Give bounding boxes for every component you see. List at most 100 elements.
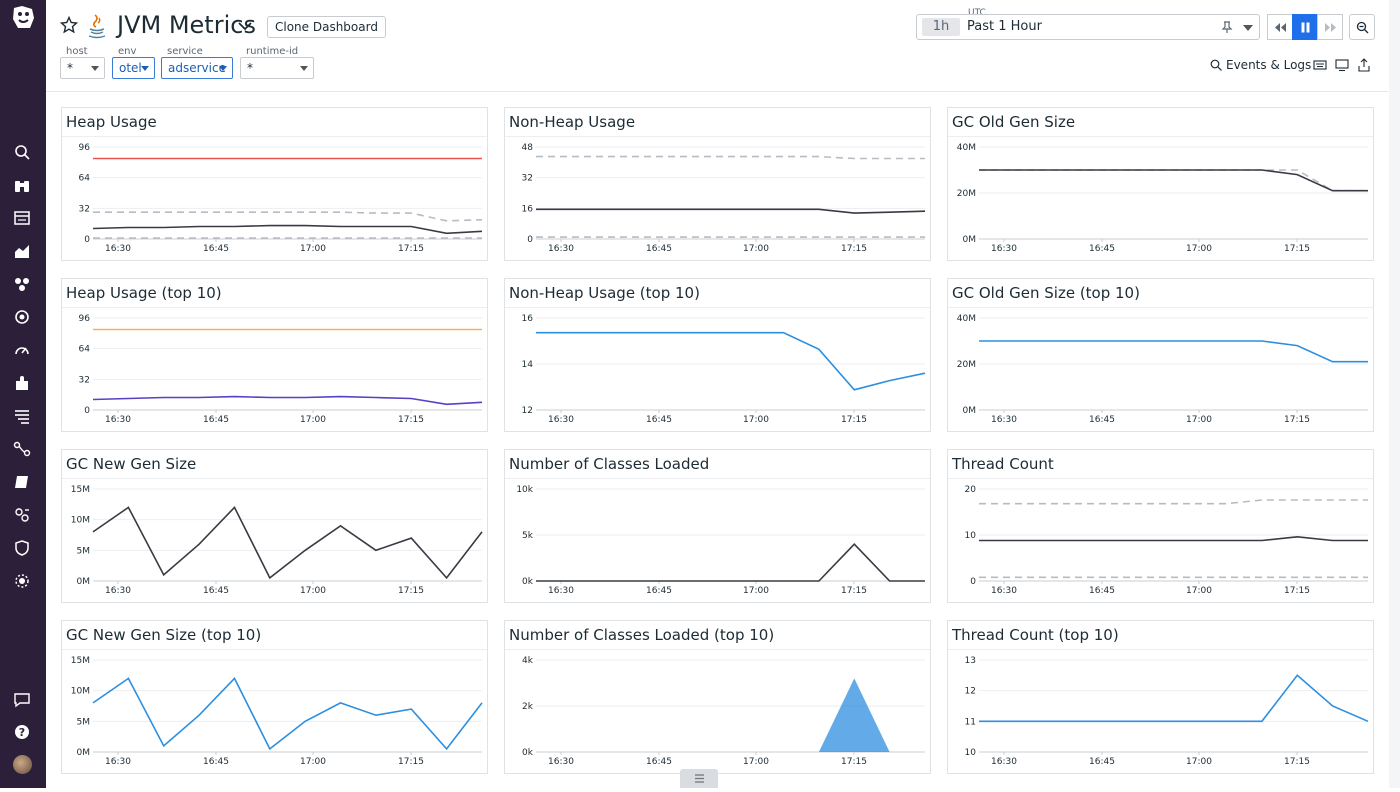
settings-icon[interactable] (13, 572, 31, 590)
widget-chart[interactable]: 10k 5k 0k 16:30 16:45 17:00 17:15 (505, 479, 930, 603)
x-tick-label: 17:15 (1284, 415, 1310, 425)
chevron-down-icon[interactable] (238, 21, 252, 31)
pin-icon[interactable] (1221, 21, 1233, 34)
series-line[interactable] (92, 224, 483, 235)
widget-panel[interactable]: GC Old Gen Size (top 10) 40M 20M 0M 16:30 16:… (947, 278, 1374, 432)
events-logs-toggle[interactable]: Events & Logs (1210, 58, 1311, 72)
template-variable-runtime-id[interactable]: runtime-id * (240, 46, 314, 79)
series-area[interactable] (536, 678, 925, 752)
y-tick-label: 32 (79, 204, 90, 214)
synthetics-icon[interactable] (13, 506, 31, 524)
zoom-out-button[interactable] (1349, 14, 1375, 40)
share-icon[interactable] (1357, 58, 1371, 72)
pause-button[interactable] (1292, 14, 1318, 40)
integrations-icon[interactable] (13, 374, 31, 392)
datadog-logo[interactable] (10, 4, 36, 30)
series-line[interactable] (979, 535, 1368, 542)
x-tick-label: 17:00 (1186, 244, 1212, 254)
series-line[interactable] (979, 674, 1369, 723)
search-icon[interactable] (13, 143, 31, 161)
avatar[interactable] (13, 755, 32, 774)
widget-title: GC Old Gen Size (952, 113, 1076, 131)
fast-forward-icon (1325, 23, 1336, 32)
x-tick-label: 17:15 (398, 586, 424, 596)
x-tick-label: 16:30 (548, 757, 574, 767)
binoculars-icon[interactable] (13, 176, 31, 194)
chat-icon[interactable] (13, 691, 31, 709)
series-line[interactable] (536, 331, 926, 391)
y-tick-label: 64 (79, 174, 91, 184)
widget-chart[interactable]: 4k 2k 0k 16:30 16:45 17:00 17:15 (505, 650, 930, 774)
series-line[interactable] (536, 155, 925, 160)
widget-panel[interactable]: Thread Count (top 10) 13 12 11 10 16:30 16:45 1… (947, 620, 1374, 774)
series-line[interactable] (92, 395, 483, 406)
widget-panel[interactable]: GC New Gen Size 15M 10M 5M 0M 16:30 16:45 17:00… (61, 449, 488, 603)
widget-panel[interactable]: Heap Usage 96 64 32 0 16:30 16:45 17:00 17:15 (61, 107, 488, 261)
series-line[interactable] (979, 340, 1368, 363)
fast-forward-button[interactable] (1317, 14, 1343, 40)
series-line[interactable] (536, 208, 926, 214)
series-line[interactable] (92, 677, 483, 751)
widget-chart[interactable]: 16 14 12 16:30 16:45 17:00 17:15 (505, 308, 930, 432)
dashboard-icon[interactable] (13, 242, 31, 260)
x-tick-label: 16:30 (105, 244, 131, 254)
widget-title-divider (505, 307, 930, 308)
dashboard-header: JVM Metrics Clone Dashboard host * env o… (46, 0, 1388, 92)
widget-panel[interactable]: Number of Classes Loaded (top 10) 4k 2k 0k 1… (504, 620, 931, 774)
series-line[interactable] (979, 169, 1368, 192)
y-tick-label: 4k (522, 656, 534, 666)
widget-chart[interactable]: 96 64 32 0 16:30 16:45 17:00 17:15 (62, 137, 487, 261)
widget-panel[interactable]: Heap Usage (top 10) 96 64 32 0 16:30 16:45 17:0… (61, 278, 488, 432)
help-icon[interactable]: ? (13, 723, 31, 741)
y-tick-label: 0M (963, 235, 977, 245)
template-variable-host[interactable]: host * (60, 46, 105, 79)
y-tick-label: 10M (71, 687, 90, 697)
list-icon[interactable] (13, 209, 31, 227)
star-icon[interactable] (60, 16, 78, 34)
widget-title: Heap Usage (66, 113, 157, 131)
notebook-icon[interactable] (13, 473, 31, 491)
keyboard-icon[interactable] (1313, 58, 1327, 72)
widget-panel[interactable]: GC Old Gen Size 40M 20M 0M 16:30 16:45 17:00 17… (947, 107, 1374, 261)
infrastructure-icon[interactable] (13, 275, 31, 293)
widget-chart[interactable]: 40M 20M 0M 16:30 16:45 17:00 17:15 (948, 137, 1373, 261)
tv-mode-icon[interactable] (1335, 58, 1349, 72)
series-line[interactable] (979, 499, 1368, 505)
x-tick-label: 17:00 (1186, 415, 1212, 425)
widget-panel[interactable]: GC New Gen Size (top 10) 15M 10M 5M 0M 16:30 1… (61, 620, 488, 774)
security-icon[interactable] (13, 539, 31, 557)
widget-chart[interactable]: 15M 10M 5M 0M 16:30 16:45 17:00 17:15 (62, 650, 487, 774)
clone-dashboard-button[interactable]: Clone Dashboard (267, 16, 386, 38)
monitor-icon[interactable] (13, 341, 31, 359)
template-variable-service[interactable]: service adservice (161, 46, 233, 79)
widget-panel[interactable]: Thread Count 20 10 0 16:30 16:45 17:00 17:15 (947, 449, 1374, 603)
y-tick-label: 12 (965, 687, 976, 697)
logs-icon[interactable] (13, 407, 31, 425)
caret-down-icon[interactable] (1243, 25, 1253, 31)
widget-panel[interactable]: Non-Heap Usage (top 10) 16 14 12 16:30 16:45 1… (504, 278, 931, 432)
series-line[interactable] (93, 211, 483, 222)
template-variable-env[interactable]: env otel (112, 46, 155, 79)
widget-chart[interactable]: 48 32 16 0 16:30 16:45 17:00 17:15 (505, 137, 930, 261)
widget-panel[interactable]: Non-Heap Usage 48 32 16 0 16:30 16:45 17:00 17:1… (504, 107, 931, 261)
widget-chart[interactable]: 96 64 32 0 16:30 16:45 17:00 17:15 (62, 308, 487, 432)
y-tick-label: 5M (77, 717, 91, 727)
series-line[interactable] (536, 543, 925, 582)
widget-chart[interactable]: 20 10 0 16:30 16:45 17:00 17:15 (948, 479, 1373, 603)
widget-chart[interactable]: 13 12 11 10 16:30 16:45 17:00 17:15 (948, 650, 1373, 774)
x-tick-label: 16:45 (1089, 415, 1115, 425)
apm-icon[interactable] (13, 308, 31, 326)
widget-chart[interactable]: 40M 20M 0M 16:30 16:45 17:00 17:15 (948, 308, 1373, 432)
widget-chart[interactable]: 15M 10M 5M 0M 16:30 16:45 17:00 17:15 (62, 479, 487, 603)
time-range-picker[interactable]: 1h Past 1 Hour (916, 14, 1260, 40)
widget-panel[interactable]: Number of Classes Loaded 10k 5k 0k 16:30 16:4… (504, 449, 931, 603)
x-tick-label: 17:00 (300, 586, 326, 596)
x-tick-label: 17:15 (398, 244, 424, 254)
scrollbar[interactable] (1389, 0, 1400, 788)
y-tick-label: 5k (522, 531, 534, 541)
network-icon[interactable] (13, 440, 31, 458)
widget-title-divider (505, 649, 930, 650)
rewind-button[interactable] (1267, 14, 1293, 40)
series-line[interactable] (92, 506, 483, 580)
list-icon[interactable] (680, 769, 718, 788)
